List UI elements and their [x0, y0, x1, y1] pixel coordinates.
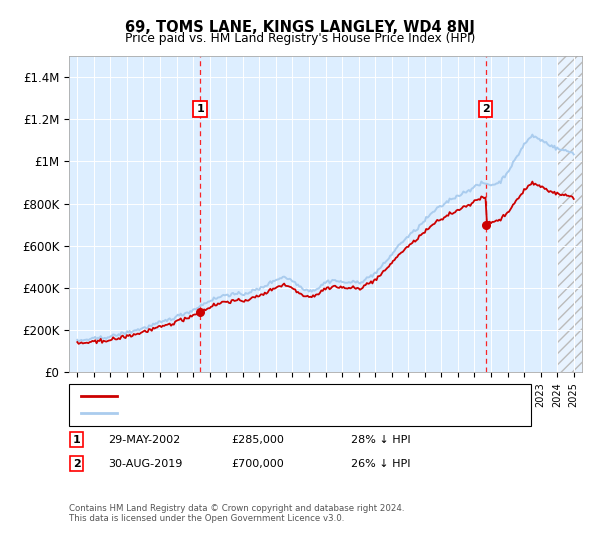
Bar [557, 56, 584, 372]
Text: 28% ↓ HPI: 28% ↓ HPI [351, 435, 410, 445]
Bar [557, 56, 584, 372]
Text: Contains HM Land Registry data © Crown copyright and database right 2024.
This d: Contains HM Land Registry data © Crown c… [69, 504, 404, 524]
Text: 69, TOMS LANE, KINGS LANGLEY, WD4 8NJ (detached house): 69, TOMS LANE, KINGS LANGLEY, WD4 8NJ (d… [123, 391, 457, 401]
Text: 69, TOMS LANE, KINGS LANGLEY, WD4 8NJ: 69, TOMS LANE, KINGS LANGLEY, WD4 8NJ [125, 20, 475, 35]
Text: £700,000: £700,000 [231, 459, 284, 469]
Text: 2: 2 [73, 459, 80, 469]
Text: 1: 1 [73, 435, 80, 445]
Text: 29-MAY-2002: 29-MAY-2002 [108, 435, 180, 445]
Text: 1: 1 [196, 104, 204, 114]
Text: 30-AUG-2019: 30-AUG-2019 [108, 459, 182, 469]
Text: Price paid vs. HM Land Registry's House Price Index (HPI): Price paid vs. HM Land Registry's House … [125, 32, 475, 45]
Text: HPI: Average price, detached house, Three Rivers: HPI: Average price, detached house, Thre… [123, 408, 394, 418]
Text: 26% ↓ HPI: 26% ↓ HPI [351, 459, 410, 469]
Text: £285,000: £285,000 [231, 435, 284, 445]
Text: 2: 2 [482, 104, 490, 114]
